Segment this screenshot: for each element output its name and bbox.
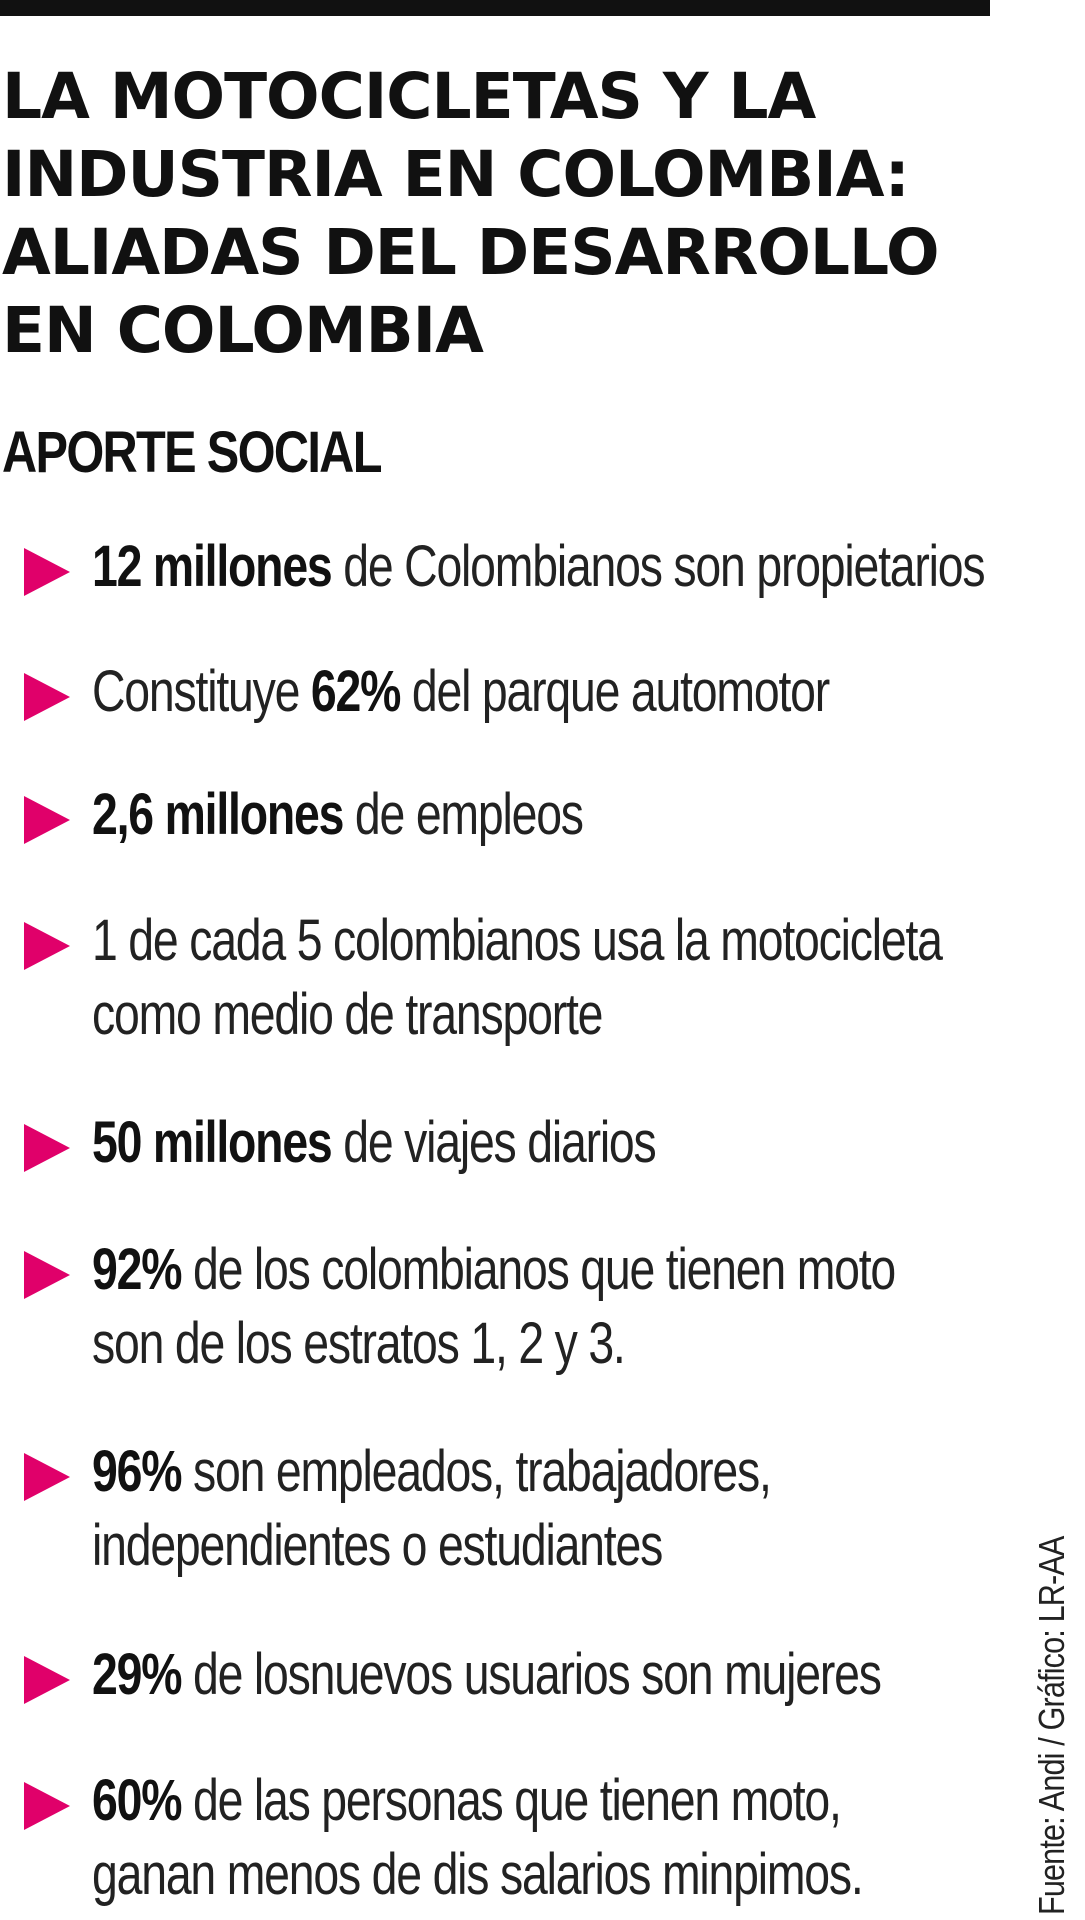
fact-line: son de los estratos 1, 2 y 3. — [92, 1311, 626, 1376]
triangle-right-icon — [24, 796, 70, 844]
triangle-right-icon — [24, 673, 70, 721]
fact-line: 12 millones de Colombianos son propietar… — [92, 530, 1084, 604]
fact-line: 29% de losnuevos usuarios son mujeres — [92, 1638, 1084, 1712]
fact-body: de losnuevos usuarios son mujeres — [181, 1642, 882, 1707]
fact-line: 96% son empleados, trabajadores, — [92, 1435, 1084, 1509]
fact-body: son empleados, trabajadores, — [181, 1439, 772, 1504]
title-line: ALIADAS DEL DESARROLLO — [2, 216, 940, 289]
fact-line: 2,6 millones de empleos — [92, 778, 1084, 852]
fact-text: 2,6 millones de empleos — [92, 778, 1084, 852]
fact-text: 1 de cada 5 colombianos usa la motocicle… — [92, 904, 1084, 1052]
fact-highlight: 96% — [92, 1439, 182, 1504]
fact-line: ganan menos de dis salarios minpimos. — [92, 1842, 864, 1907]
top-rule — [0, 0, 990, 16]
fact-body: de empleos — [343, 782, 584, 847]
fact-text: 96% son empleados, trabajadores, indepen… — [92, 1435, 1084, 1583]
title-line: EN COLOMBIA — [2, 294, 484, 367]
source-credit: Fuente: Andi / Gráfico: LR-AA — [1028, 1470, 1076, 1915]
fact-highlight: 60% — [92, 1768, 182, 1833]
fact-body: de las personas que tienen moto, — [181, 1768, 842, 1833]
fact-highlight: 12 millones — [92, 534, 333, 599]
fact-line: como medio de transporte — [92, 982, 603, 1047]
fact-body: de los colombianos que tienen moto — [181, 1237, 896, 1302]
fact-line: Constituye 62% del parque automotor — [92, 655, 1084, 729]
fact-line: 1 de cada 5 colombianos usa la motocicle… — [92, 908, 943, 973]
fact-body: de Colombianos son propietarios — [331, 534, 985, 599]
title-line: INDUSTRIA EN COLOMBIA: — [2, 138, 910, 211]
fact-text: 29% de losnuevos usuarios son mujeres — [92, 1638, 1084, 1712]
triangle-right-icon — [24, 548, 70, 596]
page-title: LA MOTOCICLETAS Y LA INDUSTRIA EN COLOMB… — [2, 58, 1002, 370]
fact-text: 92% de los colombianos que tienen moto s… — [92, 1233, 1084, 1381]
triangle-right-icon — [24, 1124, 70, 1172]
source-credit-text: Fuente: Andi / Gráfico: LR-AA — [1031, 1536, 1072, 1915]
section-heading: APORTE SOCIAL — [2, 420, 382, 485]
triangle-right-icon — [24, 922, 70, 970]
fact-body: del parque automotor — [400, 659, 830, 724]
fact-highlight: 92% — [92, 1237, 182, 1302]
fact-highlight: 2,6 millones — [92, 782, 344, 847]
triangle-right-icon — [24, 1782, 70, 1830]
fact-highlight: 50 millones — [92, 1110, 333, 1175]
fact-text: 60% de las personas que tienen moto, gan… — [92, 1764, 1084, 1912]
fact-highlight: 62% — [310, 659, 401, 724]
fact-text: 50 millones de viajes diarios — [92, 1106, 1084, 1180]
fact-body: Constituye — [92, 659, 311, 724]
triangle-right-icon — [24, 1453, 70, 1501]
triangle-right-icon — [24, 1251, 70, 1299]
triangle-right-icon — [24, 1656, 70, 1704]
fact-text: 12 millones de Colombianos son propietar… — [92, 530, 1084, 604]
fact-highlight: 29% — [92, 1642, 182, 1707]
fact-line: 92% de los colombianos que tienen moto — [92, 1233, 1084, 1307]
fact-line: independientes o estudiantes — [92, 1513, 663, 1578]
title-line: LA MOTOCICLETAS Y LA — [2, 60, 816, 133]
fact-line: 50 millones de viajes diarios — [92, 1106, 1084, 1180]
fact-body: de viajes diarios — [331, 1110, 657, 1175]
fact-line: 60% de las personas que tienen moto, — [92, 1764, 1084, 1838]
fact-text: Constituye 62% del parque automotor — [92, 655, 1084, 729]
